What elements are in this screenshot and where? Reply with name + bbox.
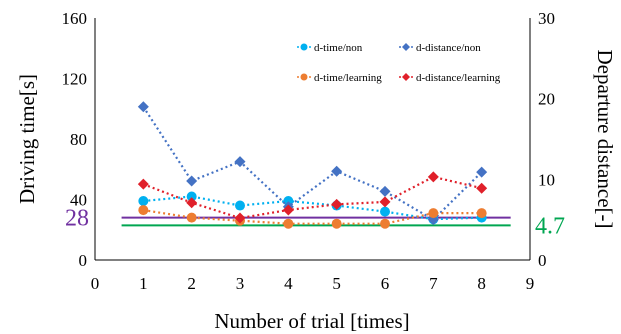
data-point — [331, 165, 343, 177]
data-point — [137, 101, 149, 113]
legend-entry-label: d-time/non — [314, 42, 363, 54]
legend-marker — [300, 73, 308, 81]
x-tick-label: 0 — [91, 274, 100, 293]
data-point — [283, 218, 294, 229]
data-point — [331, 198, 343, 210]
legend: d-time/non d-distance/non d-time/learning d… — [297, 42, 501, 84]
legend-entry-label: d-distance/non — [416, 42, 481, 54]
data-point — [476, 166, 488, 178]
legend-marker — [402, 43, 410, 51]
data-point — [186, 191, 197, 202]
reference-lines: 28 4.7 — [65, 206, 565, 240]
data-point — [331, 218, 342, 229]
left-y-tick-label: 0 — [79, 251, 88, 270]
data-point — [186, 212, 197, 223]
data-point — [137, 178, 149, 190]
x-tick-label: 9 — [526, 274, 535, 293]
right-y-tick-label: 30 — [538, 9, 555, 28]
right-y-axis-title: Departure distance[-] — [593, 50, 617, 229]
x-tick-label: 7 — [429, 274, 438, 293]
data-point — [380, 206, 390, 217]
right-y-tick-label: 20 — [538, 90, 555, 109]
left-y-tick-label: 40 — [70, 191, 87, 210]
x-axis-title: Number of trial [times] — [214, 309, 409, 333]
left-y-tick-label: 80 — [70, 130, 87, 149]
data-point — [235, 200, 245, 211]
left-y-tick-label: 160 — [62, 9, 88, 28]
data-point — [379, 185, 391, 197]
x-tick-label: 5 — [332, 274, 341, 293]
x-tick-label: 1 — [139, 274, 148, 293]
x-tick-label: 3 — [236, 274, 245, 293]
data-point — [380, 218, 390, 229]
legend-marker — [402, 73, 410, 81]
legend-entry-label: d-distance/learning — [416, 72, 501, 84]
x-tick-label: 4 — [284, 274, 293, 293]
data-point — [427, 171, 439, 183]
data-point — [379, 196, 391, 208]
data-point — [283, 196, 294, 207]
axes — [94, 18, 531, 261]
data-point — [186, 175, 198, 187]
data-point — [138, 196, 149, 207]
x-tick-label: 6 — [381, 274, 390, 293]
right-y-tick-label: 10 — [538, 170, 555, 189]
x-tick-label: 8 — [477, 274, 486, 293]
series-group — [137, 101, 488, 229]
legend-marker — [300, 43, 308, 51]
series-line — [142, 175, 482, 220]
legend-entry-label: d-time/learning — [314, 72, 382, 84]
data-point — [234, 212, 246, 224]
data-point — [234, 156, 246, 168]
data-point — [476, 182, 488, 194]
series-line — [142, 106, 483, 222]
series-line — [143, 209, 482, 225]
data-point — [282, 204, 294, 216]
reference-line-label: 28 — [65, 206, 89, 232]
x-tick-label: 2 — [187, 274, 196, 293]
reference-line-label: 4.7 — [535, 213, 565, 239]
data-point — [186, 197, 198, 209]
right-y-tick-label: 0 — [538, 251, 547, 270]
data-point — [476, 208, 487, 219]
left-y-axis-title: Driving time[s] — [15, 74, 39, 204]
series-line — [143, 195, 482, 221]
data-point — [428, 208, 439, 219]
left-y-tick-label: 120 — [62, 70, 88, 89]
data-point — [138, 205, 149, 216]
